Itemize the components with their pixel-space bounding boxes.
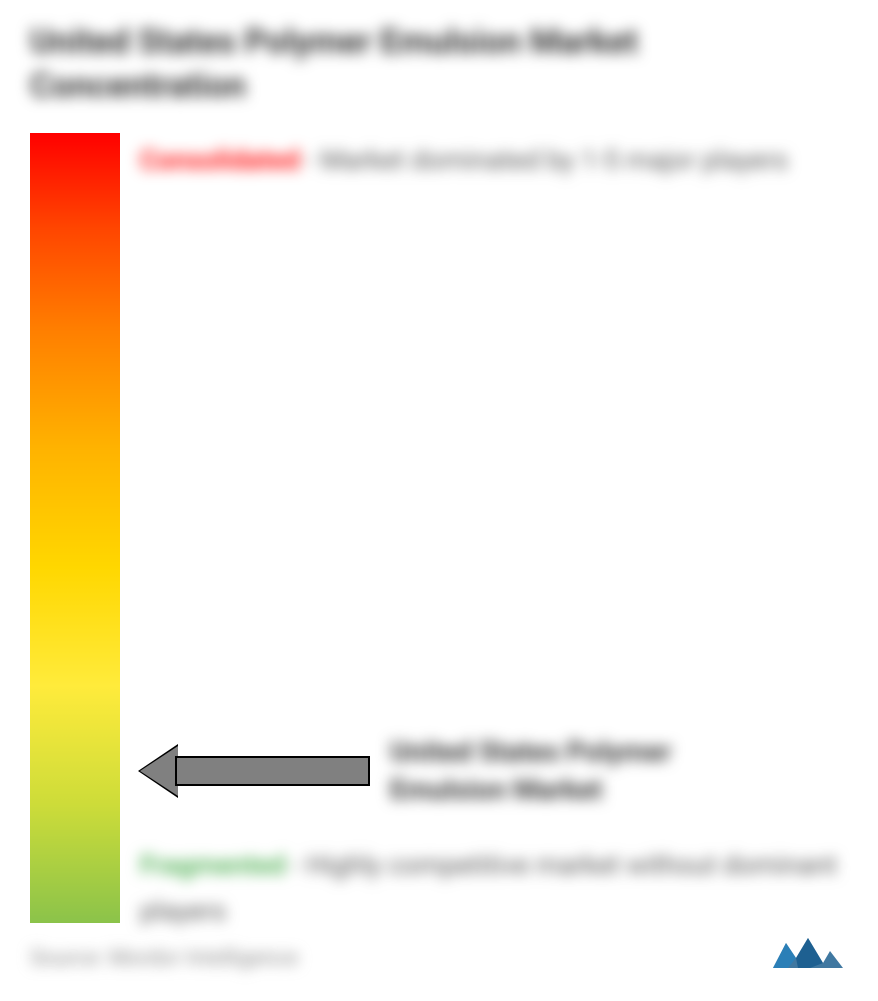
content-area: Consolidated - Market dominated by 1-5 m… <box>30 133 848 923</box>
consolidated-word: Consolidated <box>140 144 300 176</box>
concentration-gradient-bar <box>30 133 120 923</box>
arrow-marker-section: United States Polymer Emulsion Market <box>140 733 750 809</box>
mordor-logo <box>768 933 848 973</box>
consolidated-label: Consolidated - Market dominated by 1-5 m… <box>140 138 848 184</box>
page-title: United States Polymer Emulsion Market Co… <box>30 20 848 108</box>
source-attribution: Source: Mordor Intelligence <box>30 946 298 971</box>
market-name-label: United States Polymer Emulsion Market <box>390 733 750 809</box>
position-arrow <box>140 746 370 796</box>
consolidated-description: - Market dominated by 1-5 major players <box>300 144 788 176</box>
text-column: Consolidated - Market dominated by 1-5 m… <box>140 133 848 923</box>
fragmented-label: Fragmented - Highly competitive market w… <box>140 843 848 935</box>
fragmented-word: Fragmented <box>140 849 285 881</box>
